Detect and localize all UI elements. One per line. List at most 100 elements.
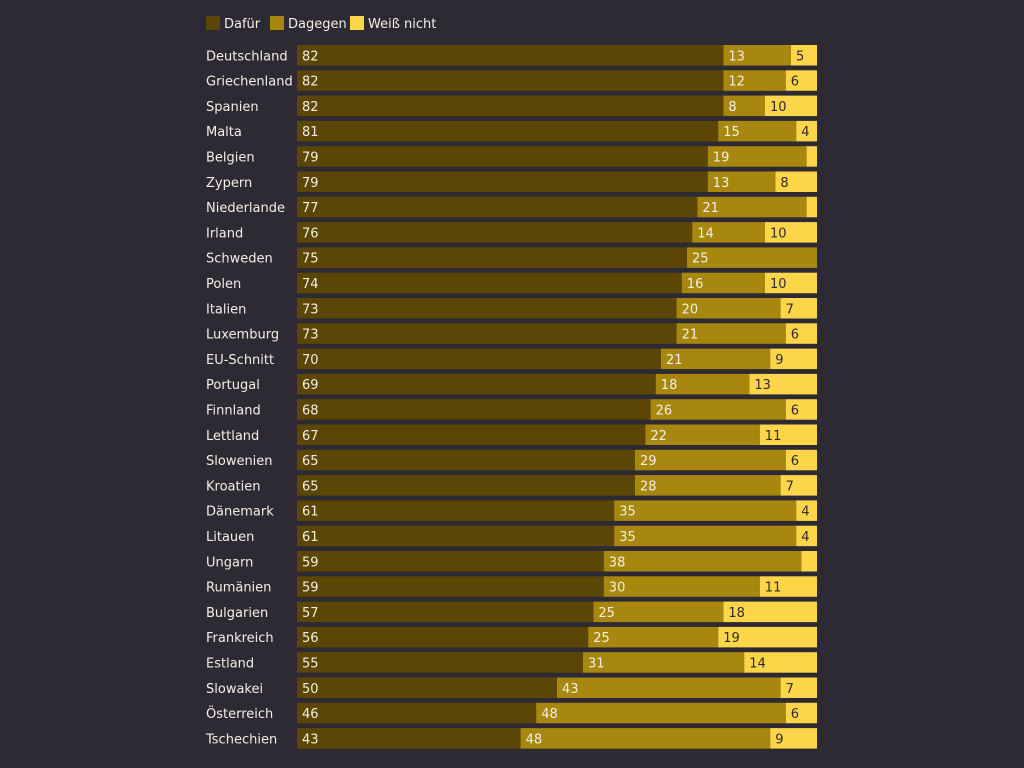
value-label-dagegen-tschechien: 48 [526, 732, 543, 747]
value-label-dafur-kroatien: 65 [302, 479, 319, 494]
category-labels: Deutschland Griechenland Spanien Malta Belgi… [205, 49, 293, 747]
value-label-dafur-osterreich: 46 [302, 707, 319, 722]
bar-weiss-nicht-luxemburg [785, 323, 817, 344]
value-label-dagegen-rumanien: 30 [609, 581, 626, 596]
category-label-rumanien: Rumänien [206, 581, 271, 596]
bar-dagegen-bulgarien [593, 601, 724, 623]
bar-weiss-nicht-ungarn [801, 551, 817, 572]
value-label-weiss-nicht-portugal: 13 [754, 378, 771, 393]
value-label-dafur-portugal: 69 [302, 378, 319, 393]
value-label-dafur-danemark: 61 [302, 505, 319, 520]
value-label-weiss-nicht-litauen: 4 [801, 530, 809, 545]
value-label-dafur-italien: 73 [302, 302, 319, 317]
value-label-dafur-belgien: 79 [302, 150, 319, 165]
bar-dafur-portugal [297, 373, 656, 395]
value-label-weiss-nicht-osterreich: 6 [791, 707, 799, 722]
value-label-dagegen-slowakei: 43 [562, 682, 579, 697]
value-label-dagegen-finnland: 26 [656, 403, 673, 418]
bar-weiss-nicht-deutschland [791, 45, 817, 66]
value-label-dafur-deutschland: 82 [302, 49, 319, 64]
bar-dafur-irland [297, 222, 693, 243]
bar-dafur-slowakei [297, 677, 557, 698]
bar-dafur-kroatien [297, 475, 635, 496]
value-label-dafur-niederlande: 77 [302, 201, 319, 216]
legend-swatch-dafur [206, 16, 220, 30]
value-label-dagegen-litauen: 35 [619, 530, 636, 545]
category-label-italien: Italien [206, 302, 246, 317]
bar-dagegen-kroatien [635, 475, 781, 496]
category-label-schweden: Schweden [206, 252, 273, 267]
category-label-polen: Polen [206, 277, 241, 292]
category-label-lettland: Lettland [206, 429, 259, 444]
value-label-dafur-tschechien: 43 [302, 732, 319, 747]
value-label-weiss-nicht-irland: 10 [770, 226, 787, 241]
value-label-dagegen-italien: 20 [682, 302, 699, 317]
bar-dafur-estland [297, 652, 583, 673]
value-label-weiss-nicht-estland: 14 [749, 656, 766, 671]
bar-dagegen-litauen [614, 525, 797, 547]
category-label-danemark: Dänemark [206, 505, 274, 520]
value-label-dagegen-luxemburg: 21 [682, 328, 699, 343]
value-label-weiss-nicht-kroatien: 7 [786, 479, 794, 494]
value-label-dagegen-portugal: 18 [661, 378, 678, 393]
value-label-dafur-slowakei: 50 [302, 682, 319, 697]
value-label-dafur-eu-schnitt: 70 [302, 353, 319, 368]
category-label-kroatien: Kroatien [206, 479, 260, 494]
value-label-dafur-luxemburg: 73 [302, 328, 319, 343]
value-label-dagegen-irland: 14 [697, 226, 714, 241]
bar-weiss-nicht-tschechien [770, 728, 817, 749]
value-label-weiss-nicht-rumanien: 11 [765, 581, 782, 596]
value-label-dagegen-belgien: 19 [713, 150, 730, 165]
value-label-dagegen-eu-schnitt: 21 [666, 353, 683, 368]
value-label-weiss-nicht-tschechien: 9 [775, 732, 783, 747]
bar-dagegen-polen [681, 272, 765, 294]
bar-dafur-slowenien [297, 449, 635, 471]
value-label-weiss-nicht-malta: 4 [801, 125, 809, 140]
value-label-dagegen-frankreich: 25 [593, 631, 610, 646]
bar-weiss-nicht-polen [765, 272, 817, 294]
value-label-dagegen-osterreich: 48 [541, 707, 558, 722]
bar-weiss-nicht-bulgarien [723, 601, 817, 623]
value-label-dagegen-schweden: 25 [692, 252, 709, 267]
bars [297, 45, 817, 749]
bar-dagegen-niederlande [697, 196, 807, 218]
legend-swatch-dagegen [270, 16, 284, 30]
value-label-weiss-nicht-spanien: 10 [770, 100, 787, 115]
bar-weiss-nicht-eu-schnitt [770, 348, 817, 370]
bar-dagegen-slowenien [635, 449, 786, 471]
bar-dagegen-italien [676, 298, 781, 319]
bar-dafur-rumanien [297, 576, 604, 597]
bar-dagegen-spanien [723, 95, 765, 117]
value-label-dafur-schweden: 75 [302, 252, 319, 267]
value-label-dafur-bulgarien: 57 [302, 606, 319, 621]
category-label-estland: Estland [206, 656, 254, 671]
bar-dagegen-estland [583, 652, 745, 673]
value-label-weiss-nicht-polen: 10 [770, 277, 787, 292]
category-label-ungarn: Ungarn [206, 555, 253, 570]
value-label-dagegen-estland: 31 [588, 656, 605, 671]
category-label-deutschland: Deutschland [206, 49, 288, 64]
legend-swatch-weiss-nicht [350, 16, 364, 30]
category-label-slowakei: Slowakei [206, 682, 263, 697]
value-label-weiss-nicht-frankreich: 19 [723, 631, 740, 646]
value-label-dagegen-zypern: 13 [713, 176, 730, 191]
value-label-dafur-spanien: 82 [302, 100, 319, 115]
bar-dafur-frankreich [297, 626, 589, 648]
value-label-weiss-nicht-zypern: 8 [780, 176, 788, 191]
category-label-eu-schnitt: EU-Schnitt [206, 353, 274, 368]
category-label-litauen: Litauen [206, 530, 254, 545]
value-label-dagegen-spanien: 8 [728, 100, 736, 115]
value-label-dagegen-niederlande: 21 [702, 201, 719, 216]
bar-weiss-nicht-rumanien [759, 576, 817, 597]
bar-dafur-eu-schnitt [297, 348, 661, 370]
bar-dagegen-portugal [655, 373, 750, 395]
value-label-weiss-nicht-griechenland: 6 [791, 75, 799, 90]
value-label-dafur-polen: 74 [302, 277, 319, 292]
value-label-dafur-ungarn: 59 [302, 555, 319, 570]
legend-label-dagegen: Dagegen [288, 17, 347, 32]
bar-dafur-tschechien [297, 728, 521, 749]
bar-dagegen-deutschland [723, 45, 791, 66]
value-label-dafur-frankreich: 56 [302, 631, 319, 646]
bar-dagegen-schweden [687, 247, 817, 268]
